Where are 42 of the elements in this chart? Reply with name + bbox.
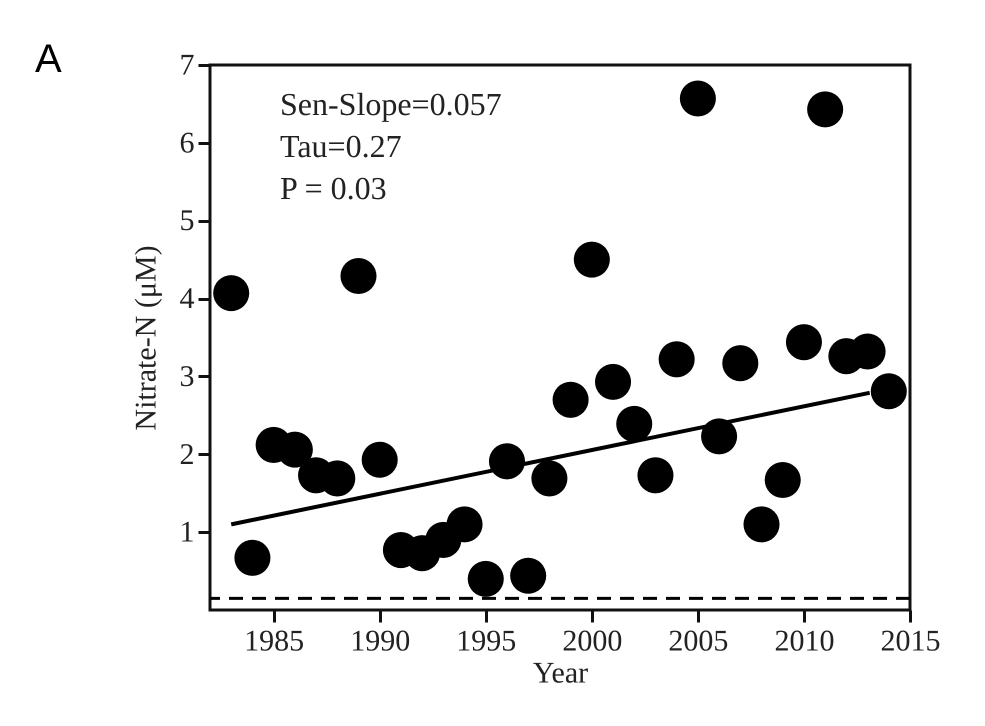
- x-tick-label: 2010: [774, 624, 834, 658]
- point: [340, 258, 377, 294]
- y-tick-label: 7: [180, 48, 194, 82]
- point: [595, 364, 632, 400]
- y-tick-label: 5: [180, 204, 194, 238]
- x-axis-title: Year: [532, 656, 588, 690]
- point: [722, 345, 758, 382]
- annotation: Tau=0.27: [280, 128, 402, 164]
- y-tick-label: 3: [180, 360, 194, 393]
- point: [701, 418, 738, 454]
- y-tick-label: 4: [180, 282, 194, 316]
- x-tick-label: 1985: [244, 624, 304, 658]
- point: [658, 341, 695, 378]
- point: [362, 442, 398, 478]
- x-tick-label: 1990: [350, 624, 410, 658]
- y-axis-title: Nitrate-N (μM): [130, 245, 162, 431]
- x-tick-label: 2005: [668, 624, 728, 658]
- point: [616, 406, 652, 442]
- x-tick-label: 1995: [456, 624, 516, 658]
- point: [743, 506, 780, 542]
- point: [680, 80, 716, 116]
- point: [531, 460, 568, 496]
- point: [468, 560, 504, 597]
- annotation: Sen-Slope=0.057: [280, 86, 502, 122]
- x-tick-label: 2000: [562, 624, 622, 658]
- point: [446, 506, 483, 542]
- y-tick-label: 6: [180, 126, 194, 160]
- point: [764, 462, 801, 498]
- point: [807, 91, 844, 128]
- chart-title: A: [35, 37, 62, 81]
- y-tick-label: 2: [180, 438, 194, 471]
- point: [234, 540, 270, 576]
- point: [870, 373, 907, 410]
- point: [552, 382, 589, 418]
- point: [637, 457, 674, 494]
- annotation: P = 0.03: [280, 170, 387, 206]
- y-tick-label: 1: [180, 516, 194, 549]
- point: [213, 275, 250, 312]
- point: [574, 242, 610, 278]
- x-tick-label: 2015: [880, 624, 940, 658]
- point: [510, 558, 546, 594]
- point: [786, 324, 822, 360]
